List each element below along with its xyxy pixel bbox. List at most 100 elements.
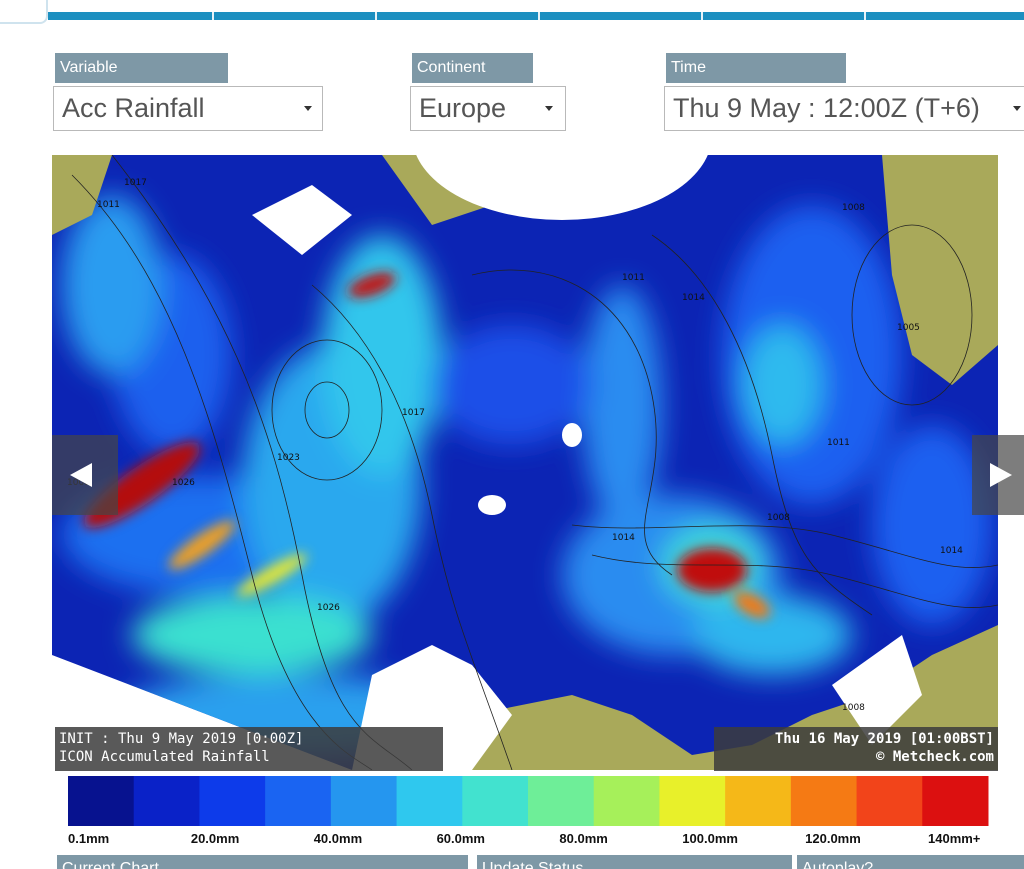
isobar-label: 1023 [277, 453, 300, 463]
arrow-icon [990, 463, 1012, 487]
isobar-label: 1014 [612, 533, 635, 543]
arrow [70, 463, 92, 487]
isobar [571, 524, 998, 568]
legend-swatch [265, 776, 332, 826]
isobar-label: 1011 [827, 438, 850, 448]
isobar-label: 1014 [940, 546, 963, 556]
rain-blob [132, 595, 372, 675]
tab-bar [48, 12, 1024, 20]
legend-swatch [856, 776, 923, 826]
no-data-patch [478, 495, 506, 515]
arrow [990, 463, 1012, 487]
dropdown-caret [1013, 106, 1021, 111]
valid-text: Thu 16 May 2019 [01:00BST] [774, 731, 994, 747]
tab-separator [375, 12, 377, 20]
tab-separator [701, 12, 703, 20]
legend-swatch [133, 776, 200, 826]
init-text: INIT : Thu 9 May 2019 [0:00Z] [59, 731, 304, 747]
legend-swatch [462, 776, 529, 826]
select-value: Europe [419, 93, 507, 123]
legend-label: 140mm+ [928, 831, 981, 846]
select-value: Thu 9 May : 12:00Z (T+6) [673, 93, 980, 123]
rain-core [677, 548, 747, 592]
no-data-patch [252, 185, 352, 255]
isobar-label: 1014 [682, 293, 705, 303]
rain-blob [62, 195, 162, 375]
legend-label: 80.0mm [559, 831, 607, 846]
panel-header: Current Chart [57, 855, 468, 869]
legend-swatch [725, 776, 792, 826]
legend-swatch [330, 776, 398, 826]
tab-separator [864, 12, 866, 20]
panel-header: Update Status [477, 855, 792, 869]
isobar-label: 1008 [767, 513, 790, 523]
dropdown-caret [545, 106, 553, 111]
rain-blob [432, 325, 592, 445]
legend-swatch [199, 776, 266, 826]
rain-blob [872, 425, 992, 625]
previous-button[interactable] [52, 435, 118, 515]
tab-corner [0, 0, 48, 24]
legend-swatch [593, 776, 660, 826]
no-data-patch [832, 635, 922, 745]
init-overlay: INIT : Thu 9 May 2019 [0:00Z] ICON Accum… [55, 727, 443, 771]
valid-overlay: Thu 16 May 2019 [01:00BST] © Metcheck.co… [714, 727, 998, 771]
isobar [851, 224, 973, 406]
credit-text: © Metcheck.com [875, 749, 994, 765]
isobar-label: 1005 [897, 323, 920, 333]
land-patch [882, 155, 998, 385]
time-select[interactable]: Thu 9 May : 12:00Z (T+6) [664, 86, 1024, 131]
isobar [304, 381, 350, 439]
model-text: ICON Accumulated Rainfall [59, 749, 270, 765]
rain-core [168, 520, 236, 570]
legend-label: 60.0mm [437, 831, 485, 846]
legend-swatch [528, 776, 595, 826]
polar-gap [412, 155, 712, 220]
no-data-patch [562, 423, 582, 447]
isobar-label: 1026 [317, 603, 340, 613]
legend-label: 100.0mm [682, 831, 738, 846]
legend-swatch [659, 776, 726, 826]
isobar-label: 1017 [124, 178, 147, 188]
tab-separator [212, 12, 214, 20]
rain-blob [742, 325, 822, 445]
legend-swatch [922, 776, 989, 826]
next-button[interactable] [972, 435, 1024, 515]
legend-swatch [68, 776, 135, 826]
variable-select[interactable]: Acc Rainfall [53, 86, 323, 131]
control-label: Variable [55, 53, 228, 83]
rain-blob [322, 235, 442, 475]
isobar-label: 1026 [172, 478, 195, 488]
isobar-label: 1011 [97, 200, 120, 210]
rain-blob [692, 595, 852, 675]
color-legend: 0.1mm 20.0mm 40.0mm 60.0mm 80.0mm 100.0mm 120.… [68, 776, 989, 846]
isobar [471, 269, 673, 576]
isobar-label: 1008 [842, 203, 865, 213]
isobar [271, 339, 383, 481]
caret [1013, 106, 1021, 111]
dropdown-caret [304, 106, 312, 111]
isobar [651, 234, 873, 616]
panel-header: Autoplay? [797, 855, 1024, 869]
select-value: Acc Rainfall [62, 93, 205, 123]
rain-core [733, 591, 771, 619]
map-layer: 1017 1011 1014 1017 1023 1026 1008 1014 1011 1008… [52, 155, 998, 770]
legend-swatch [396, 776, 463, 826]
control-label: Time [666, 53, 846, 83]
tab-separator [538, 12, 540, 20]
caret [304, 106, 312, 111]
isobar-label: 1017 [402, 408, 425, 418]
land-patch [52, 155, 112, 235]
control-label: Continent [412, 53, 533, 83]
rain-core [348, 272, 396, 298]
rain-blob [582, 285, 662, 525]
isobar-label: 1011 [622, 273, 645, 283]
caret [545, 106, 553, 111]
legend-label: 120.0mm [805, 831, 861, 846]
continent-select[interactable]: Europe [410, 86, 566, 131]
isobar-label: 1008 [842, 703, 865, 713]
arrow-icon [70, 463, 92, 487]
